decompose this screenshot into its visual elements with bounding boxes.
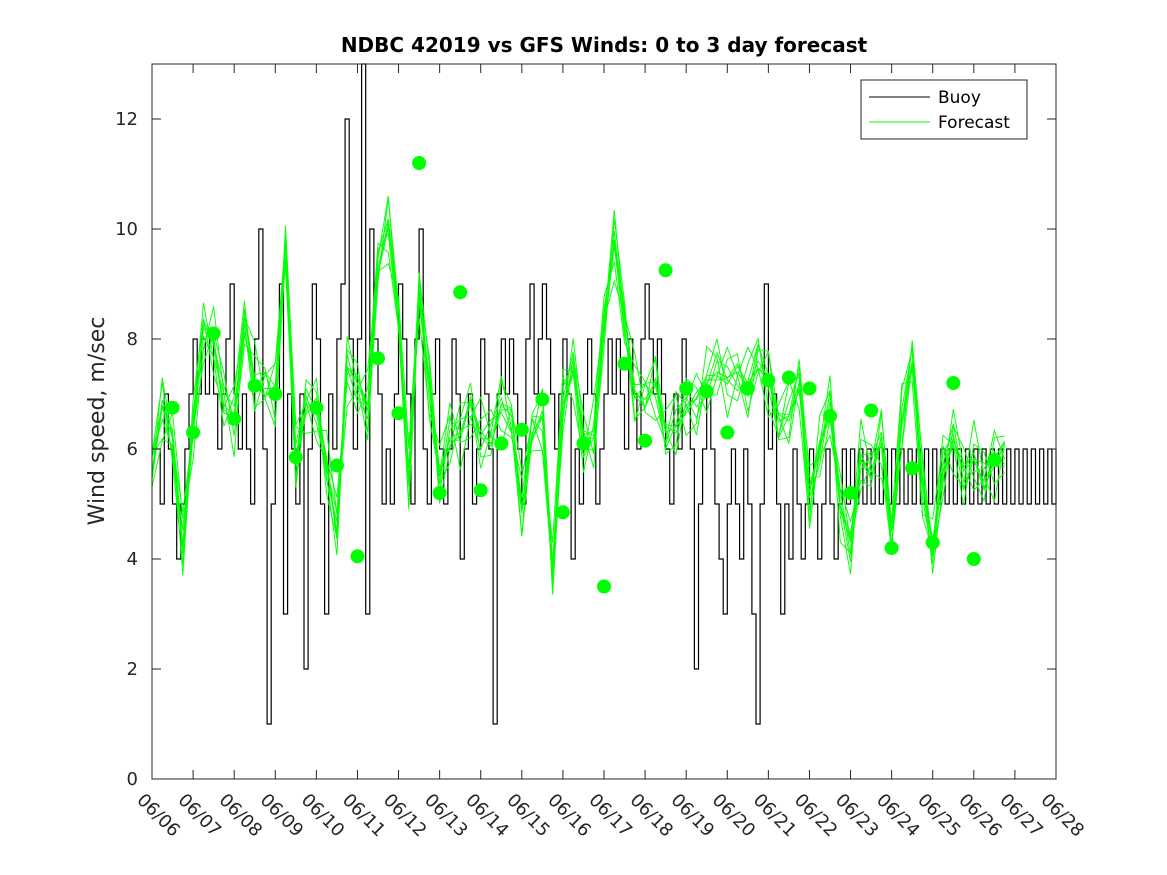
forecast-point [165,400,180,415]
y-tick-label: 10 [115,219,138,240]
y-tick-label: 2 [127,659,138,680]
forecast-point [535,392,550,407]
forecast-point [720,425,735,440]
forecast-point [823,409,837,423]
legend-box [860,79,1028,140]
forecast-point [638,433,653,448]
forecast-point [247,378,262,393]
forecast-point [371,351,385,366]
forecast-point [699,384,714,399]
forecast-point [576,436,591,451]
forecast-point [987,453,1002,467]
forecast-point [186,425,201,440]
y-tick-label: 6 [127,439,138,460]
forecast-point [350,549,365,564]
forecast-point [761,373,776,388]
plot-area [151,63,1057,725]
forecast-ensemble-line [151,198,1005,576]
forecast-point [658,263,673,278]
forecast-point [432,486,447,500]
y-axis: 0 2 4 6 8 10 12 [115,109,1056,790]
forecast-point [781,370,796,385]
forecast-point [329,458,344,473]
chart-title: NDBC 42019 vs GFS Winds: 0 to 3 day fore… [341,33,868,57]
forecast-point [843,486,858,500]
legend-forecast-label: Forecast [938,113,1010,133]
forecast-point [740,381,755,396]
forecast-ensemble-line [151,227,1006,562]
forecast-point [802,381,817,396]
forecast-point [617,356,632,371]
forecast-point [268,387,283,401]
forecast-point [884,541,899,555]
forecast-point [905,461,920,476]
forecast-point [597,579,611,594]
forecast-point [514,422,529,437]
buoy-series-line [152,63,1057,725]
legend-buoy-label: Buoy [938,88,981,108]
forecast-point [679,381,694,396]
forecast-point [206,326,221,341]
y-tick-label: 0 [127,769,138,790]
forecast-point [391,406,406,421]
forecast-point [925,535,940,550]
y-axis-label: Wind speed, m/sec [85,317,110,526]
forecast-point [309,400,324,415]
forecast-point [555,505,570,520]
forecast-point [864,403,879,418]
forecast-point [288,450,303,465]
forecast-point [412,156,427,170]
forecast-point [227,411,242,426]
y-tick-label: 4 [127,549,138,570]
y-tick-label: 12 [115,109,138,130]
forecast-point [453,285,468,300]
forecast-point [946,376,961,390]
forecast-ensemble-line [151,242,1005,575]
legend: Buoy Forecast [860,79,1028,140]
forecast-point [494,436,509,451]
y-tick-label: 8 [127,329,138,350]
forecast-point [966,552,981,566]
forecast-point [473,483,488,498]
